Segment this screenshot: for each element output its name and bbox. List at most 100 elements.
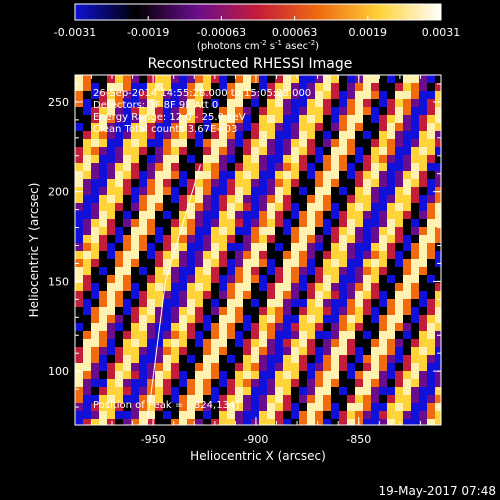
heatmap-pixel bbox=[243, 395, 251, 403]
heatmap-pixel bbox=[219, 379, 227, 387]
heatmap-pixel bbox=[99, 307, 107, 315]
heatmap-pixel bbox=[203, 251, 211, 259]
heatmap-pixel bbox=[291, 355, 299, 363]
heatmap-pixel bbox=[371, 347, 379, 355]
heatmap-pixel bbox=[243, 195, 251, 203]
heatmap-pixel bbox=[275, 347, 283, 355]
heatmap-pixel bbox=[115, 99, 123, 107]
heatmap-pixel bbox=[155, 75, 163, 83]
heatmap-pixel bbox=[155, 179, 163, 187]
info-line-time: 26-Sep-2014 14:55:28.000 to 15:05:28.000 bbox=[93, 88, 311, 99]
heatmap-pixel bbox=[331, 363, 339, 371]
colorbar-tick-label: -0.0019 bbox=[127, 26, 169, 39]
heatmap-pixel bbox=[403, 339, 411, 347]
heatmap-pixel bbox=[411, 275, 419, 283]
heatmap-pixel bbox=[219, 131, 227, 139]
heatmap-pixel bbox=[379, 203, 387, 211]
heatmap-pixel bbox=[211, 219, 219, 227]
heatmap-pixel bbox=[131, 227, 139, 235]
heatmap-pixel bbox=[419, 291, 427, 299]
heatmap-pixel bbox=[427, 83, 435, 91]
heatmap-pixel bbox=[187, 315, 195, 323]
heatmap-pixel bbox=[299, 83, 307, 91]
heatmap-pixel bbox=[131, 83, 139, 91]
heatmap-pixel bbox=[171, 211, 179, 219]
heatmap-pixel bbox=[411, 387, 419, 395]
heatmap-pixel bbox=[227, 115, 235, 123]
heatmap-pixel bbox=[427, 147, 435, 155]
heatmap-pixel bbox=[115, 395, 123, 403]
heatmap-pixel bbox=[115, 411, 123, 419]
heatmap-pixel bbox=[259, 251, 267, 259]
heatmap-pixel bbox=[251, 275, 259, 283]
heatmap-pixel bbox=[299, 115, 307, 123]
heatmap-pixel bbox=[83, 379, 91, 387]
heatmap-pixel bbox=[331, 331, 339, 339]
heatmap-pixel bbox=[219, 123, 227, 131]
heatmap-pixel bbox=[219, 155, 227, 163]
heatmap-pixel bbox=[83, 131, 91, 139]
heatmap-pixel bbox=[163, 371, 171, 379]
heatmap-pixel bbox=[115, 115, 123, 123]
heatmap-pixel bbox=[315, 251, 323, 259]
heatmap-pixel bbox=[147, 203, 155, 211]
heatmap-pixel bbox=[411, 403, 419, 411]
heatmap-pixel bbox=[251, 235, 259, 243]
heatmap-pixel bbox=[251, 363, 259, 371]
heatmap-pixel bbox=[219, 203, 227, 211]
heatmap-pixel bbox=[91, 203, 99, 211]
heatmap-pixel bbox=[371, 251, 379, 259]
heatmap-pixel bbox=[291, 283, 299, 291]
heatmap-pixel bbox=[179, 387, 187, 395]
heatmap-pixel bbox=[115, 163, 123, 171]
heatmap-pixel bbox=[155, 123, 163, 131]
heatmap-pixel bbox=[75, 363, 83, 371]
heatmap-pixel bbox=[363, 371, 371, 379]
heatmap-pixel bbox=[195, 83, 203, 91]
heatmap-pixel bbox=[363, 339, 371, 347]
heatmap-pixel bbox=[107, 131, 115, 139]
heatmap-pixel bbox=[403, 91, 411, 99]
heatmap-pixel bbox=[371, 275, 379, 283]
heatmap-pixel bbox=[203, 347, 211, 355]
heatmap-pixel bbox=[299, 403, 307, 411]
heatmap-pixel bbox=[195, 387, 203, 395]
heatmap-pixel bbox=[99, 403, 107, 411]
heatmap-pixel bbox=[275, 411, 283, 419]
heatmap-pixel bbox=[299, 419, 307, 425]
heatmap-pixel bbox=[259, 291, 267, 299]
heatmap-pixel bbox=[243, 179, 251, 187]
heatmap-pixel bbox=[395, 331, 403, 339]
heatmap-pixel bbox=[307, 291, 315, 299]
heatmap-pixel bbox=[387, 283, 395, 291]
heatmap-pixel bbox=[323, 315, 331, 323]
x-tick-label: -950 bbox=[141, 433, 166, 446]
heatmap-pixel bbox=[123, 347, 131, 355]
heatmap-pixel bbox=[315, 115, 323, 123]
heatmap-pixel bbox=[323, 123, 331, 131]
heatmap-pixel bbox=[243, 387, 251, 395]
heatmap-pixel bbox=[371, 131, 379, 139]
heatmap-pixel bbox=[411, 131, 419, 139]
heatmap-pixel bbox=[339, 363, 347, 371]
heatmap-pixel bbox=[195, 331, 203, 339]
heatmap-pixel bbox=[331, 227, 339, 235]
heatmap-pixel bbox=[171, 299, 179, 307]
heatmap-pixel bbox=[331, 403, 339, 411]
heatmap-pixel bbox=[403, 387, 411, 395]
heatmap-pixel bbox=[435, 299, 441, 307]
heatmap-pixel bbox=[307, 203, 315, 211]
heatmap-pixel bbox=[315, 243, 323, 251]
heatmap-pixel bbox=[435, 83, 441, 91]
heatmap-pixel bbox=[307, 379, 315, 387]
heatmap-pixel bbox=[219, 315, 227, 323]
heatmap-pixel bbox=[75, 195, 83, 203]
heatmap-pixel bbox=[163, 219, 171, 227]
heatmap-pixel bbox=[179, 75, 187, 83]
heatmap-pixel bbox=[339, 211, 347, 219]
heatmap-pixel bbox=[379, 419, 387, 425]
heatmap-pixel bbox=[163, 363, 171, 371]
heatmap-pixel bbox=[179, 139, 187, 147]
heatmap-pixel bbox=[411, 211, 419, 219]
heatmap-pixel bbox=[379, 275, 387, 283]
